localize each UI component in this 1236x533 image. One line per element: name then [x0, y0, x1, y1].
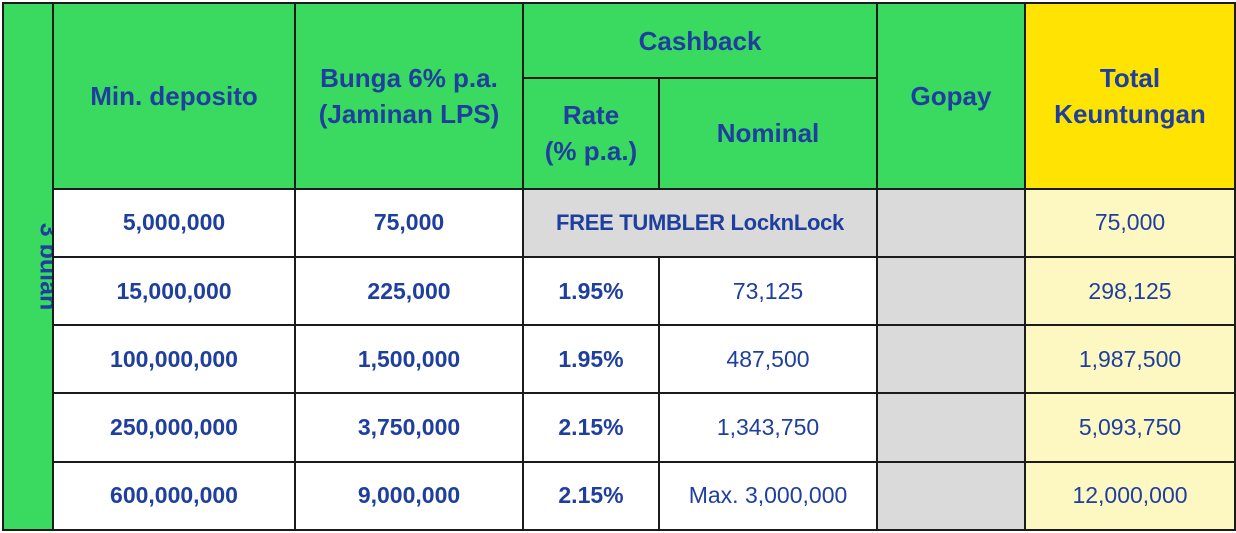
cell-rate: 1.95% — [522, 324, 660, 395]
table-row: 5,000,000 75,000 FREE TUMBLER LocknLock … — [3, 187, 1236, 258]
cell-nominal: Max. 3,000,000 — [658, 460, 878, 532]
cell-min-deposit: 250,000,000 — [52, 392, 296, 463]
cell-rate: 1.95% — [522, 255, 660, 327]
cell-gopay — [876, 255, 1026, 327]
header-total-line2: Keuntungan — [1054, 98, 1206, 129]
table-row: 250,000,000 3,750,000 2.15% 1,343,750 5,… — [3, 392, 1236, 463]
cell-interest: 3,750,000 — [294, 392, 524, 463]
table-row: 15,000,000 225,000 1.95% 73,125 298,125 — [3, 255, 1236, 327]
header-interest-line1: Bunga 6% p.a. — [320, 62, 498, 93]
cell-gopay — [876, 324, 1026, 395]
cell-nominal: 73,125 — [658, 255, 878, 327]
cell-nominal: 1,343,750 — [658, 392, 878, 463]
tenor-side-label-text: 3 bulan — [34, 223, 53, 311]
cell-interest: 225,000 — [294, 255, 524, 327]
header-row-sub: Rate (% p.a.) Nominal — [3, 77, 1235, 190]
cell-min-deposit: 15,000,000 — [52, 255, 296, 327]
tenor-side-label: 3 bulan — [2, 2, 54, 531]
cell-gopay — [876, 187, 1026, 258]
header-total: Total Keuntungan — [1024, 2, 1236, 190]
cell-rate: 2.15% — [522, 392, 660, 463]
header-rate: Rate (% p.a.) — [522, 77, 660, 190]
header-nominal: Nominal — [658, 77, 878, 190]
header-total-line1: Total — [1099, 62, 1161, 93]
cell-total: 75,000 — [1024, 187, 1236, 258]
cell-min-deposit: 100,000,000 — [52, 324, 296, 395]
cell-rate: 2.15% — [522, 460, 660, 532]
cell-interest: 1,500,000 — [294, 324, 524, 395]
cell-total: 12,000,000 — [1024, 460, 1236, 532]
header-min-deposit: Min. deposito — [52, 2, 296, 190]
cell-gopay — [876, 460, 1026, 532]
cell-min-deposit: 600,000,000 — [52, 460, 296, 532]
cell-min-deposit: 5,000,000 — [52, 187, 296, 258]
cell-gopay — [876, 392, 1026, 463]
header-gopay: Gopay — [876, 2, 1026, 190]
cell-promo-tumbler: FREE TUMBLER LocknLock — [522, 187, 878, 258]
header-cashback: Cashback — [522, 1, 878, 80]
header-rate-line1: Rate — [562, 100, 620, 131]
cell-total: 298,125 — [1024, 255, 1236, 327]
table-row: 100,000,000 1,500,000 1.95% 487,500 1,98… — [3, 324, 1236, 395]
cell-interest: 9,000,000 — [294, 460, 524, 532]
header-interest-line2: (Jaminan LPS) — [318, 98, 500, 129]
cell-total: 1,987,500 — [1024, 324, 1236, 395]
cell-nominal: 487,500 — [658, 324, 878, 395]
table-row: 600,000,000 9,000,000 2.15% Max. 3,000,0… — [3, 460, 1236, 532]
cell-interest: 75,000 — [294, 187, 524, 258]
header-interest: Bunga 6% p.a. (Jaminan LPS) — [294, 2, 524, 190]
cell-total: 5,093,750 — [1024, 392, 1236, 463]
header-rate-line2: (% p.a.) — [544, 136, 638, 167]
